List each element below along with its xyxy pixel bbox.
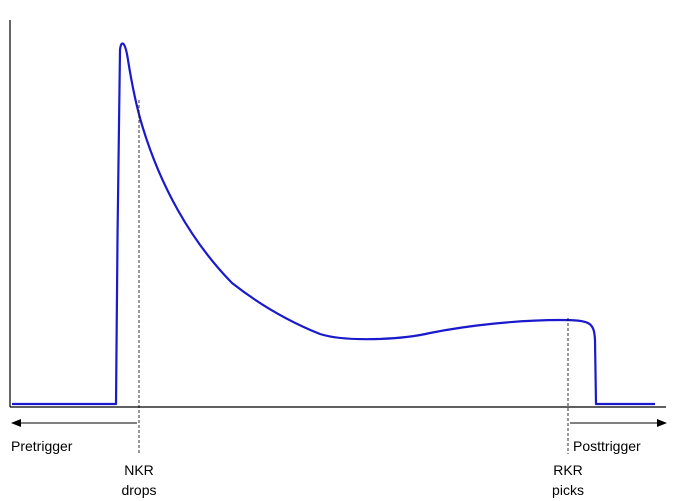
- posttrigger-label: Posttrigger: [573, 438, 641, 454]
- pretrigger-label: Pretrigger: [11, 438, 73, 454]
- nkr-label-line2: drops: [121, 482, 156, 498]
- nkr-label-line1: NKR: [124, 462, 154, 478]
- rkr-label-line1: RKR: [553, 462, 583, 478]
- signal-curve: [12, 42, 655, 406]
- rkr-label-line2: picks: [552, 482, 584, 498]
